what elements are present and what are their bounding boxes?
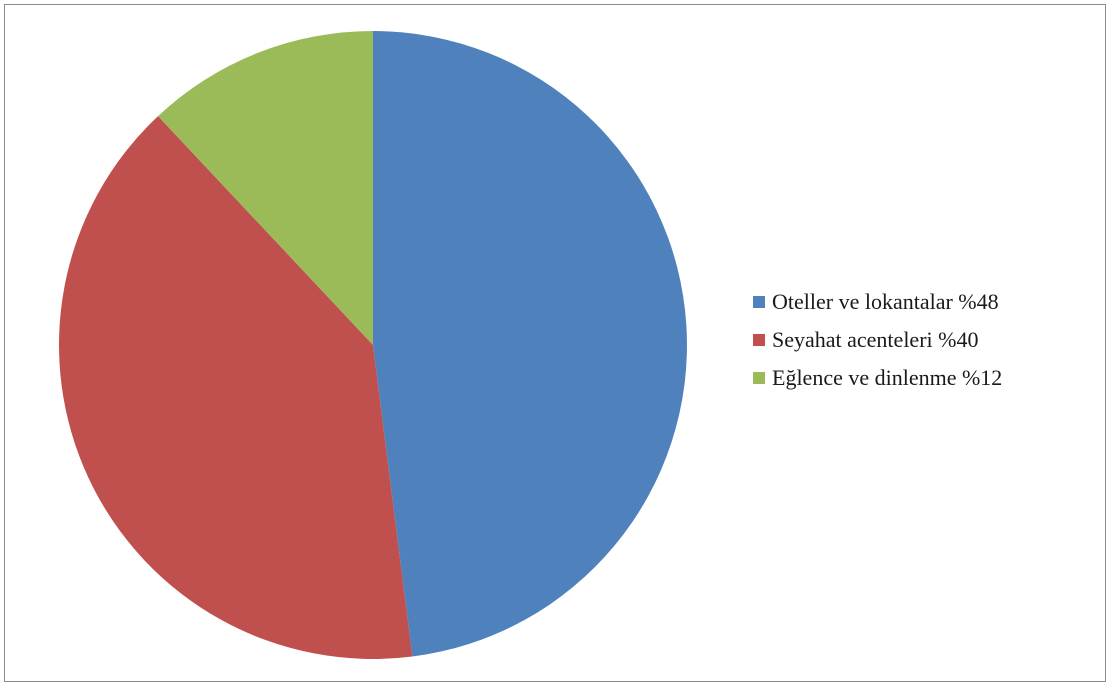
legend-label-oteller: Oteller ve lokantalar %48 xyxy=(772,289,999,314)
pie-slice-eglence xyxy=(158,31,373,345)
pie-slice-oteller xyxy=(373,31,687,657)
legend-swatch-oteller xyxy=(753,296,765,308)
legend-swatch-eglence xyxy=(753,372,765,384)
pie-slice-seyahat xyxy=(58,116,413,659)
legend-item-oteller: Oteller ve lokantalar %48 xyxy=(753,288,1002,316)
legend-item-eglence: Eğlence ve dinlenme %12 xyxy=(753,364,1002,392)
pie-chart xyxy=(58,31,687,659)
legend: Oteller ve lokantalar %48 Seyahat acente… xyxy=(753,288,1002,392)
legend-label-seyahat: Seyahat acenteleri %40 xyxy=(772,327,979,352)
legend-item-seyahat: Seyahat acenteleri %40 xyxy=(753,326,1002,354)
chart-area: Oteller ve lokantalar %48 Seyahat acente… xyxy=(4,4,1106,682)
legend-label-eglence: Eğlence ve dinlenme %12 xyxy=(772,365,1003,390)
legend-swatch-seyahat xyxy=(753,334,765,346)
